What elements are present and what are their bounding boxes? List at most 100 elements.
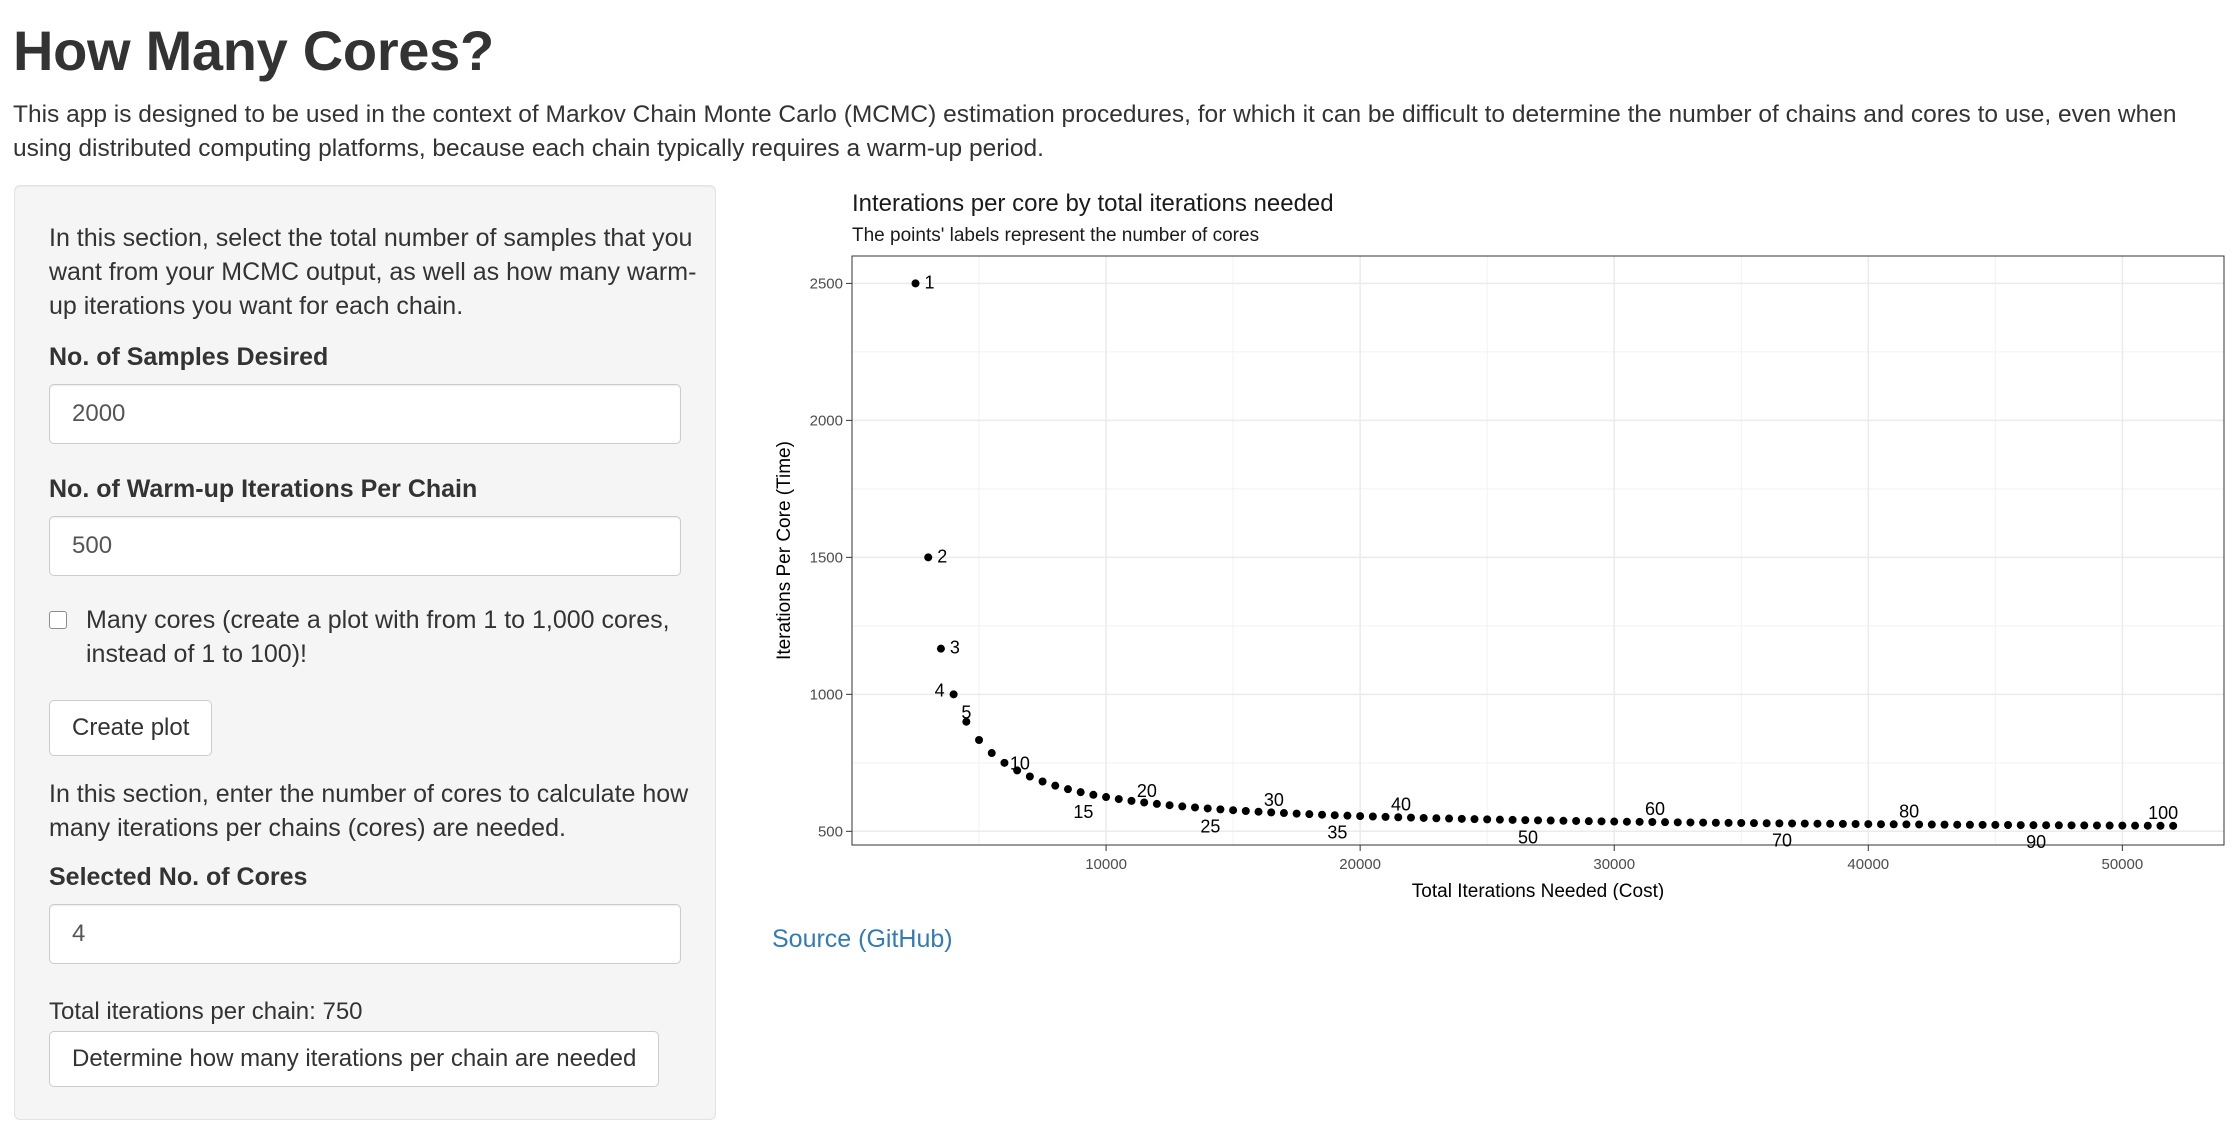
data-point — [1229, 806, 1238, 815]
x-axis-label: Total Iterations Needed (Cost) — [1412, 881, 1664, 900]
data-point — [1445, 814, 1454, 823]
data-point — [1254, 807, 1263, 816]
x-tick-label: 20000 — [1339, 856, 1381, 873]
data-point — [1521, 816, 1530, 825]
data-point — [1406, 813, 1415, 822]
data-point — [1775, 819, 1784, 828]
data-point — [987, 749, 996, 758]
point-label: 25 — [1200, 816, 1220, 836]
data-point — [1953, 820, 1962, 829]
data-point — [1279, 809, 1288, 818]
point-label: 5 — [961, 703, 971, 723]
chart-title: Interations per core by total iterations… — [852, 190, 1334, 217]
data-point — [1394, 813, 1403, 822]
create-plot-button[interactable]: Create plot — [49, 700, 213, 756]
data-point — [1127, 796, 1136, 805]
many-cores-option[interactable]: Many cores (create a plot with from 1 to… — [49, 603, 686, 671]
data-point — [1076, 788, 1085, 797]
data-point — [2169, 821, 2178, 830]
point-label: 100 — [2148, 803, 2178, 823]
data-point — [1902, 820, 1911, 829]
data-point — [1114, 795, 1123, 804]
samples-input[interactable] — [49, 384, 681, 444]
data-point — [1851, 819, 1860, 828]
plot-border — [851, 255, 2225, 846]
data-point — [1063, 785, 1072, 794]
point-label: 10 — [1010, 754, 1030, 774]
point-label: 20 — [1137, 781, 1157, 801]
data-point — [1457, 814, 1466, 823]
data-point — [1534, 816, 1542, 825]
data-point — [1889, 820, 1898, 829]
data-point — [1864, 820, 1873, 829]
data-point — [1470, 815, 1479, 824]
many-cores-checkbox[interactable] — [49, 611, 67, 629]
data-point — [1267, 808, 1276, 817]
point-label: 60 — [1645, 799, 1665, 819]
data-point — [1838, 819, 1847, 828]
data-point — [1597, 817, 1606, 826]
data-points — [911, 279, 2178, 830]
data-point — [2016, 821, 2025, 830]
point-label: 30 — [1264, 790, 1284, 810]
data-point — [1737, 819, 1746, 828]
data-point — [1635, 817, 1644, 826]
data-point — [1419, 813, 1428, 822]
chart-subtitle: The points' labels represent the number … — [852, 225, 1259, 246]
chart-svg: Interations per core by total iterations… — [774, 190, 2225, 902]
total-iterations-text: Total iterations per chain: 750 — [49, 998, 363, 1025]
data-point — [1940, 820, 1949, 829]
many-cores-label[interactable]: Many cores (create a plot with from 1 to… — [86, 606, 670, 668]
data-point — [2143, 821, 2152, 830]
point-label: 50 — [1518, 827, 1538, 847]
data-point — [1673, 818, 1682, 827]
data-point — [911, 279, 920, 288]
data-point — [1089, 790, 1098, 799]
sidebar-panel: In this section, select the total number… — [14, 185, 716, 1120]
axes: 10000 20000 30000 40000 50000 500 1000 1500 2000… — [810, 275, 2144, 873]
determine-iterations-button[interactable]: Determine how many iterations per chain … — [49, 1031, 660, 1087]
data-point — [1292, 809, 1301, 818]
samples-section-help: In this section, select the total number… — [49, 224, 697, 320]
data-point — [2042, 821, 2051, 830]
source-github-link[interactable]: Source (GitHub) — [772, 925, 953, 953]
data-point — [1216, 805, 1225, 814]
samples-label: No. of Samples Desired — [49, 343, 329, 371]
x-tick-label: 40000 — [1847, 856, 1889, 873]
data-point — [1991, 820, 2000, 829]
data-point — [2105, 821, 2114, 830]
data-point — [1330, 811, 1339, 820]
y-tick-label: 2500 — [810, 275, 843, 292]
point-label: 15 — [1073, 802, 1093, 822]
data-point — [1191, 803, 1199, 812]
page-title: How Many Cores? — [13, 19, 494, 82]
data-point — [2067, 821, 2076, 830]
y-tick-label: 500 — [818, 823, 843, 840]
data-point — [1813, 819, 1822, 828]
data-point — [1038, 777, 1047, 786]
x-tick-label: 30000 — [1593, 856, 1635, 873]
data-point — [1622, 817, 1631, 826]
data-point — [962, 717, 971, 726]
data-point — [1343, 811, 1352, 820]
point-label: 4 — [935, 680, 945, 700]
data-point — [1699, 818, 1708, 827]
data-point — [1203, 804, 1212, 813]
data-point — [2029, 821, 2038, 830]
grid-lines — [852, 256, 2224, 845]
data-point — [1610, 817, 1619, 826]
data-point — [1978, 820, 1987, 829]
point-label: 90 — [2026, 832, 2046, 852]
data-point — [1241, 807, 1250, 816]
data-point — [1749, 819, 1758, 828]
data-point — [1800, 819, 1809, 828]
data-point — [936, 644, 945, 653]
data-point — [1013, 766, 1022, 775]
data-point — [2092, 821, 2101, 830]
data-point — [949, 690, 958, 699]
point-label: 1 — [925, 272, 935, 292]
data-point — [975, 735, 984, 744]
warmup-input[interactable] — [49, 516, 681, 576]
cores-input[interactable] — [49, 904, 681, 964]
data-point — [1915, 820, 1924, 829]
